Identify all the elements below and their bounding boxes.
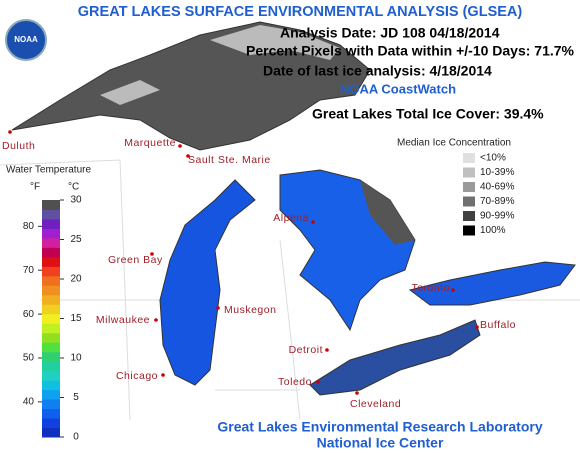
unit-c: °C bbox=[68, 182, 79, 193]
total-ice: Great Lakes Total Ice Cover: 39.4% bbox=[312, 106, 544, 122]
logo: NOAA bbox=[5, 19, 47, 61]
city-dot bbox=[316, 380, 320, 384]
temp-swatch bbox=[42, 256, 60, 267]
city-dot bbox=[216, 306, 220, 310]
ice-label: 70-89% bbox=[480, 196, 515, 207]
footer-line: National Ice Center bbox=[317, 435, 444, 451]
city-label: Milwaukee bbox=[96, 314, 150, 326]
ice-swatch bbox=[463, 153, 475, 163]
analysis-date: Analysis Date: JD 108 04/18/2014 bbox=[280, 25, 500, 41]
c-tick-label: 0 bbox=[73, 432, 79, 443]
lake-michigan bbox=[159, 179, 256, 386]
ice-label: 10-39% bbox=[480, 167, 515, 178]
city-dot bbox=[8, 130, 12, 134]
city-dot bbox=[186, 154, 190, 158]
temp-legend-title: Water Temperature bbox=[6, 165, 91, 176]
temp-swatch bbox=[42, 304, 60, 315]
city-label: Alpena bbox=[273, 212, 309, 224]
city-dot bbox=[154, 318, 158, 322]
temp-swatch bbox=[42, 370, 60, 381]
city-label: Green Bay bbox=[108, 254, 163, 266]
superior-ice bbox=[100, 25, 340, 105]
temp-swatch bbox=[42, 247, 60, 258]
temp-swatch bbox=[42, 313, 60, 324]
lake-erie bbox=[309, 319, 481, 396]
ice-swatch bbox=[463, 167, 475, 178]
temp-swatch bbox=[42, 209, 60, 220]
f-tick-label: 60 bbox=[23, 309, 35, 320]
lake-superior bbox=[11, 21, 371, 151]
city-dot bbox=[178, 144, 182, 148]
lake-huron bbox=[279, 169, 416, 332]
city-dot bbox=[311, 220, 315, 224]
temp-swatch bbox=[42, 342, 60, 353]
temp-swatch bbox=[42, 266, 60, 277]
footer-line: Great Lakes Environmental Research Labor… bbox=[217, 419, 542, 435]
temp-swatch bbox=[42, 218, 60, 229]
city-dot bbox=[355, 391, 359, 395]
temp-swatch bbox=[42, 351, 60, 362]
temp-swatch bbox=[42, 380, 60, 391]
ice-legend-title: Median Ice Concentration bbox=[397, 138, 511, 149]
source: NOAA CoastWatch bbox=[340, 81, 456, 96]
ice-swatch bbox=[463, 182, 475, 192]
temp-swatch bbox=[42, 408, 60, 419]
city-label: Toledo bbox=[278, 376, 312, 388]
f-tick-label: 70 bbox=[23, 265, 35, 276]
title: GREAT LAKES SURFACE ENVIRONMENTAL ANALYS… bbox=[78, 4, 523, 20]
ice-label: <10% bbox=[480, 153, 506, 164]
city-dot bbox=[451, 288, 455, 292]
city-label: Duluth bbox=[2, 140, 35, 152]
temp-swatch bbox=[42, 427, 60, 438]
temp-swatch bbox=[42, 323, 60, 334]
unit-f: °F bbox=[30, 182, 40, 193]
last-ice: Date of last ice analysis: 4/18/2014 bbox=[263, 63, 492, 79]
huron-ice bbox=[360, 180, 415, 245]
temp-swatch bbox=[42, 275, 60, 286]
city-label: Marquette bbox=[124, 137, 176, 149]
f-tick-label: 80 bbox=[23, 221, 35, 232]
temp-swatch bbox=[42, 389, 60, 400]
state-lines bbox=[0, 159, 580, 421]
city-dot bbox=[150, 252, 154, 256]
ice-label: 90-99% bbox=[480, 211, 515, 222]
temp-swatch bbox=[42, 228, 60, 239]
city-label: Toronto bbox=[411, 282, 450, 294]
c-tick-label: 15 bbox=[70, 313, 82, 324]
temp-swatch bbox=[42, 418, 60, 429]
lake-ontario bbox=[408, 261, 576, 306]
c-tick-label: 25 bbox=[70, 234, 82, 245]
c-tick-label: 20 bbox=[70, 274, 82, 285]
logo-text: NOAA bbox=[14, 35, 38, 44]
temp-swatch bbox=[42, 332, 60, 343]
c-tick-label: 30 bbox=[70, 195, 82, 206]
temp-swatch bbox=[42, 361, 60, 372]
city-dot bbox=[475, 325, 479, 329]
city-dot bbox=[325, 348, 329, 352]
ice-swatch bbox=[463, 211, 475, 221]
percent-pixels: Percent Pixels with Data within +/-10 Da… bbox=[246, 43, 575, 59]
city-label: Detroit bbox=[289, 344, 323, 356]
f-tick-label: 50 bbox=[23, 353, 35, 364]
c-tick-label: 5 bbox=[73, 392, 79, 403]
temp-swatch bbox=[42, 200, 60, 210]
city-label: Buffalo bbox=[480, 319, 516, 331]
ice-label: 100% bbox=[480, 225, 506, 236]
ice-label: 40-69% bbox=[480, 182, 515, 193]
city-label: Sault Ste. Marie bbox=[188, 154, 271, 166]
temp-swatch bbox=[42, 237, 60, 248]
ice-swatch bbox=[463, 196, 475, 207]
city-label: Muskegon bbox=[224, 304, 276, 316]
ice-swatch bbox=[463, 225, 475, 236]
c-tick-label: 10 bbox=[70, 353, 82, 364]
city-label: Chicago bbox=[116, 370, 158, 382]
city-dot bbox=[161, 373, 165, 377]
temp-swatch bbox=[42, 294, 60, 305]
city-label: Cleveland bbox=[350, 398, 401, 410]
temp-swatch bbox=[42, 285, 60, 296]
f-tick-label: 40 bbox=[23, 397, 35, 408]
temp-swatch bbox=[42, 399, 60, 410]
